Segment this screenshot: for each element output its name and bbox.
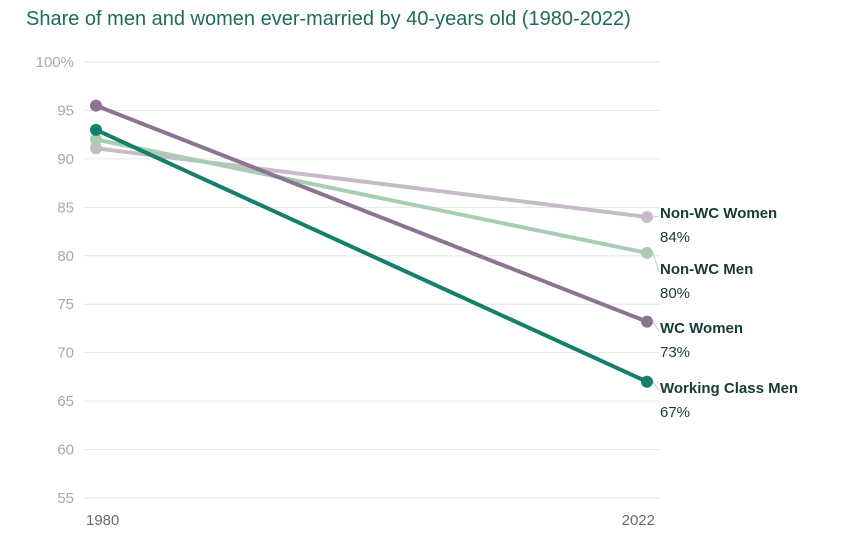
data-point [90, 142, 102, 155]
series-name-label: WC Women [660, 320, 743, 337]
y-tick-label: 90 [57, 151, 74, 168]
series-line [94, 127, 649, 384]
y-tick-label: 95 [57, 102, 74, 119]
x-tick-label: 2022 [622, 512, 655, 529]
y-tick-label: 55 [57, 490, 74, 507]
y-tick-label: 75 [57, 296, 74, 313]
series-line [94, 137, 649, 255]
data-point [90, 123, 102, 136]
series-labels: Non-WC Women 84% Non-WC Men 80% WC Women 73% W… [652, 205, 798, 421]
series-lines [90, 99, 653, 388]
data-point [641, 315, 653, 328]
series-name-label: Non-WC Women [660, 205, 777, 222]
data-point [641, 375, 653, 388]
series-value-label: 84% [660, 229, 690, 246]
series-name-label: Working Class Men [660, 380, 798, 397]
label-connector [652, 381, 660, 392]
label-connector [652, 252, 660, 273]
chart-title: Share of men and women ever-married by 4… [26, 8, 631, 30]
x-tick-label: 1980 [86, 512, 119, 529]
y-tick-label: 80 [57, 248, 74, 265]
y-tick-label: 60 [57, 442, 74, 459]
data-point [641, 211, 653, 224]
y-tick-label: 85 [57, 199, 74, 216]
series-name-label: Non-WC Men [660, 261, 753, 278]
series-value-label: 80% [660, 285, 690, 302]
label-connector [652, 321, 660, 332]
y-tick-label: 65 [57, 393, 74, 410]
gridlines [84, 61, 660, 499]
data-point [90, 99, 102, 112]
data-point [90, 133, 102, 146]
series-value-label: 67% [660, 404, 690, 421]
y-axis-ticks: 100% 95 90 85 80 75 70 65 60 55 [36, 54, 74, 507]
y-tick-label: 70 [57, 345, 74, 362]
y-tick-label: 100% [36, 54, 74, 71]
series-line [94, 103, 649, 324]
label-connector [652, 215, 660, 218]
data-point [641, 246, 653, 259]
series-value-label: 73% [660, 344, 690, 361]
x-axis-ticks: 1980 2022 [86, 512, 655, 529]
